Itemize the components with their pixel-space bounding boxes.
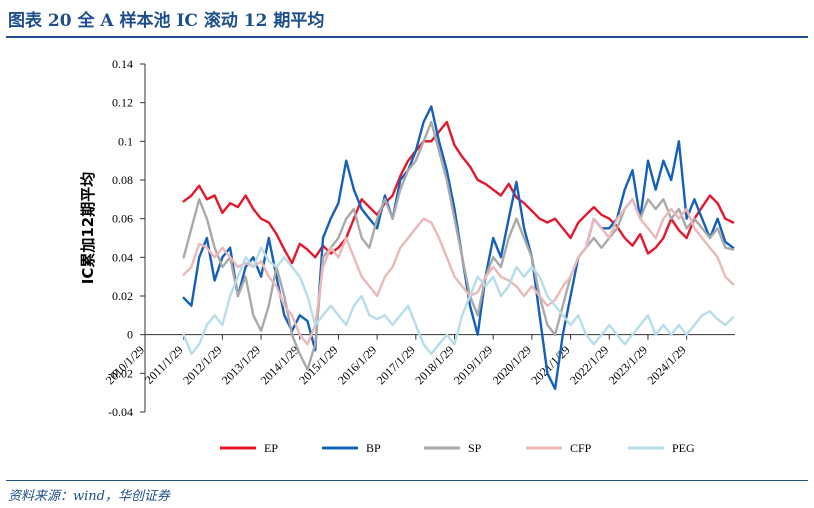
y-tick-label: -0.04 xyxy=(108,405,133,419)
series-line-sp xyxy=(182,120,735,371)
y-tick-label: -0.02 xyxy=(108,366,133,380)
y-tick-label: 0.14 xyxy=(112,57,133,71)
y-tick-label: 0.04 xyxy=(112,250,133,264)
x-tick-label: 2010/1/29 xyxy=(103,343,147,387)
series-line-bp xyxy=(182,105,735,390)
legend-label-peg: PEG xyxy=(672,441,695,455)
x-tick-label: 2024/1/29 xyxy=(644,343,688,387)
x-tick-label: 2017/1/29 xyxy=(374,343,418,387)
y-tick-label: 0.02 xyxy=(112,289,133,303)
x-tick-label: 2020/1/29 xyxy=(490,343,534,387)
x-tick-label: 2022/1/29 xyxy=(567,343,611,387)
y-tick-label: 0.06 xyxy=(112,212,133,226)
y-axis-title: IC累加12期平均 xyxy=(79,172,97,284)
x-tick-label: 2016/1/29 xyxy=(335,343,379,387)
source-note: 资料来源：wind，华创证券 xyxy=(8,489,170,504)
series-line-cfp xyxy=(182,198,735,346)
ic-line-chart: -0.04 -0.02 0 0.02 0.04 0.06 0.08 0.1 0.12 0.14 20… xyxy=(79,57,735,455)
x-tick-label: 2011/1/29 xyxy=(142,343,186,387)
y-tick-label: 0.08 xyxy=(112,173,133,187)
x-tick-label: 2019/1/29 xyxy=(451,343,495,387)
series-line-peg xyxy=(182,246,735,356)
y-tick-label: 0 xyxy=(127,328,133,342)
page-title: 图表 20 全 A 样本池 IC 滚动 12 期平均 xyxy=(8,11,325,31)
x-tick-label: 2015/1/29 xyxy=(296,343,340,387)
legend-label-bp: BP xyxy=(366,441,381,455)
legend-label-cfp: CFP xyxy=(570,441,592,455)
x-tick-label: 2013/1/29 xyxy=(219,343,263,387)
legend-label-ep: EP xyxy=(264,441,278,455)
footer-divider xyxy=(6,480,808,481)
legend-label-sp: SP xyxy=(468,441,482,455)
x-tick-label: 2012/1/29 xyxy=(180,343,224,387)
y-tick-label: 0.12 xyxy=(112,96,133,110)
title-divider xyxy=(6,36,808,38)
series-line-ep xyxy=(182,120,735,265)
y-tick-label: 0.1 xyxy=(118,134,133,148)
x-tick-label: 2023/1/29 xyxy=(606,343,650,387)
x-tick-label: 2014/1/29 xyxy=(258,343,302,387)
